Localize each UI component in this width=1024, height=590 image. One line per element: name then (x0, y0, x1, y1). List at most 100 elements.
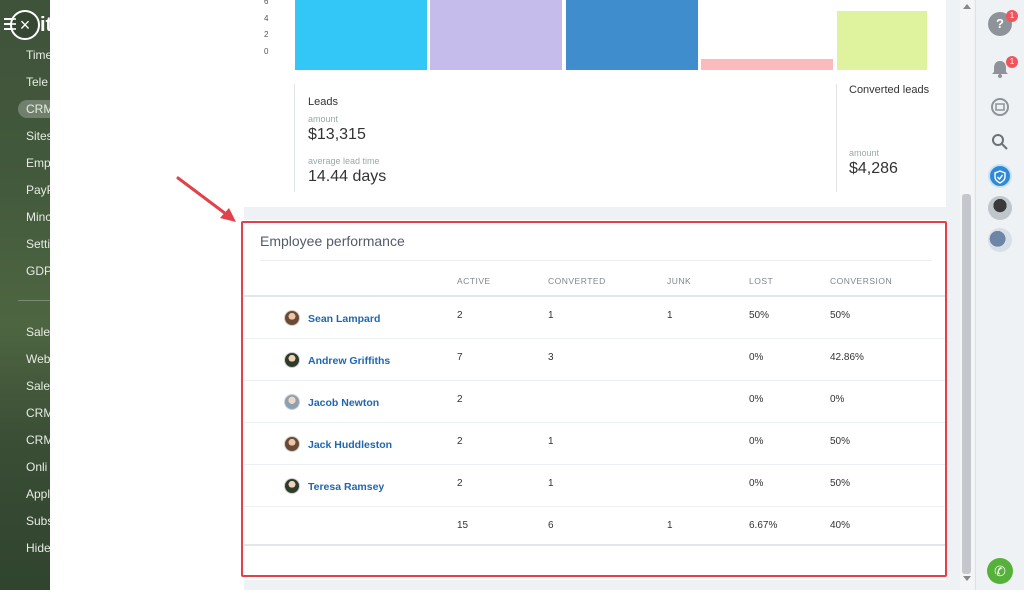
performance-title: Employee performance (260, 233, 405, 249)
nav-item-crm[interactable]: CRM (18, 100, 50, 118)
left-sidebar: it Time Tele CRM Sites Emp PayP Minc Set… (0, 0, 50, 590)
amount-label: amount (308, 114, 339, 124)
converted-title: Converted leads (849, 84, 930, 96)
content-area: 6 4 2 0 Leads amount $13,315 average lea… (244, 0, 960, 590)
nav-separator (18, 300, 50, 301)
sidebar-overlay (0, 0, 50, 590)
row-divider (244, 464, 946, 465)
amount-value: $13,315 (308, 126, 366, 143)
converted-amount-value: $4,286 (849, 160, 898, 177)
totals-divider (244, 544, 946, 546)
avatar (284, 436, 300, 452)
cell-lost: 0% (749, 436, 764, 447)
row-divider (244, 380, 946, 381)
nav-item-sales[interactable]: Sale (26, 325, 50, 339)
row-divider (244, 338, 946, 339)
employee-name-link[interactable]: Sean Lampard (308, 313, 381, 325)
cell-converted: 1 (548, 478, 554, 489)
column-header-lost[interactable]: LOST (749, 276, 774, 286)
cell-conversion: 50% (830, 310, 851, 321)
nav-item-hidden[interactable]: Hide (26, 541, 50, 555)
avatar (284, 352, 300, 368)
cell-converted: 3 (548, 352, 554, 363)
bar-2 (566, 0, 698, 70)
row-divider (244, 506, 946, 507)
nav-item-settings[interactable]: Setti (26, 237, 50, 251)
stat-divider (836, 84, 837, 192)
cell-conversion: 50% (830, 478, 851, 489)
cell-conversion: 0% (830, 394, 845, 405)
nav-item-crm-3[interactable]: CRM (26, 433, 50, 447)
nav-item-subscription[interactable]: Subs (26, 514, 50, 528)
user-avatar-icon[interactable] (988, 196, 1012, 220)
chat-icon[interactable] (989, 96, 1011, 118)
column-header-converted[interactable]: CONVERTED (548, 276, 606, 286)
leads-title: Leads (308, 96, 338, 108)
nav-item-time[interactable]: Time (26, 48, 50, 62)
leads-stat: Leads amount $13,315 average lead time 1… (308, 96, 386, 186)
y-tick-label: 4 (264, 14, 269, 23)
stat-divider (294, 84, 295, 192)
bar-3 (701, 59, 833, 70)
converted-amount-label: amount (849, 148, 880, 158)
right-toolbar: ? 1 1 ✆ (975, 0, 1024, 590)
row-divider (244, 422, 946, 423)
employee-name-link[interactable]: Teresa Ramsey (308, 481, 385, 493)
phone-call-icon[interactable]: ✆ (987, 558, 1013, 584)
cell-active: 2 (457, 394, 463, 405)
scroll-thumb[interactable] (962, 194, 971, 574)
search-icon[interactable] (990, 132, 1010, 152)
nav-item-employees[interactable]: Emp (26, 156, 50, 170)
avatar (284, 310, 300, 326)
page-scrollbar[interactable] (960, 0, 974, 590)
total-lost: 6.67% (749, 520, 778, 531)
nav-item-web[interactable]: Web (26, 352, 50, 366)
nav-item-payroll[interactable]: PayP (26, 183, 50, 197)
nav-item-sales-2[interactable]: Sale (26, 379, 50, 393)
nav-item-sites[interactable]: Sites (26, 129, 50, 143)
notifications-bell-icon[interactable] (989, 58, 1011, 80)
close-slider-button[interactable]: × (10, 10, 40, 40)
employee-name-link[interactable]: Andrew Griffiths (308, 355, 391, 367)
cell-active: 7 (457, 352, 463, 363)
total-converted: 6 (548, 520, 554, 531)
nav-item-online[interactable]: Onli (26, 460, 48, 474)
slider-gutter (50, 0, 244, 590)
column-header-junk[interactable]: JUNK (667, 276, 692, 286)
cell-converted: 1 (548, 310, 554, 321)
cell-conversion: 42.86% (830, 352, 864, 363)
group-avatar-icon[interactable] (988, 228, 1012, 252)
total-active: 15 (457, 520, 469, 531)
employee-name-link[interactable]: Jacob Newton (308, 397, 380, 409)
y-tick-label: 6 (264, 0, 269, 6)
cell-lost: 50% (749, 310, 770, 321)
annotation-arrow-icon (176, 176, 236, 222)
nav-item-applications[interactable]: Appl (26, 487, 50, 501)
cell-converted: 1 (548, 436, 554, 447)
column-header-active[interactable]: ACTIVE (457, 276, 491, 286)
employee-performance-card: Employee performance ACTIVE CONVERTED JU… (244, 220, 946, 580)
lead-time-label: average lead time (308, 156, 380, 166)
scroll-up-arrow-icon[interactable] (963, 4, 971, 9)
shield-check-icon[interactable] (988, 164, 1012, 188)
logo: it (40, 14, 50, 36)
nav-item-crm-2[interactable]: CRM (26, 406, 50, 420)
nav-item-gdpr[interactable]: GDP (26, 264, 50, 278)
nav-item-telephony[interactable]: Tele (26, 75, 49, 89)
cell-lost: 0% (749, 394, 764, 405)
total-conversion: 40% (830, 520, 851, 531)
lead-time-value: 14.44 days (308, 168, 387, 185)
cell-active: 2 (457, 310, 463, 321)
total-junk: 1 (667, 520, 673, 531)
scroll-down-arrow-icon[interactable] (963, 576, 971, 581)
column-header-conversion[interactable]: CONVERSION (830, 276, 893, 286)
notifications-badge: 1 (1006, 56, 1018, 68)
help-badge: 1 (1006, 10, 1018, 22)
bar-4 (837, 11, 927, 70)
nav-item-mind[interactable]: Minc (26, 210, 50, 224)
employee-name-link[interactable]: Jack Huddleston (308, 439, 393, 451)
converted-stat: Converted leads amount $4,286 (849, 84, 939, 178)
cell-conversion: 50% (830, 436, 851, 447)
cell-lost: 0% (749, 478, 764, 489)
cell-junk: 1 (667, 310, 673, 321)
